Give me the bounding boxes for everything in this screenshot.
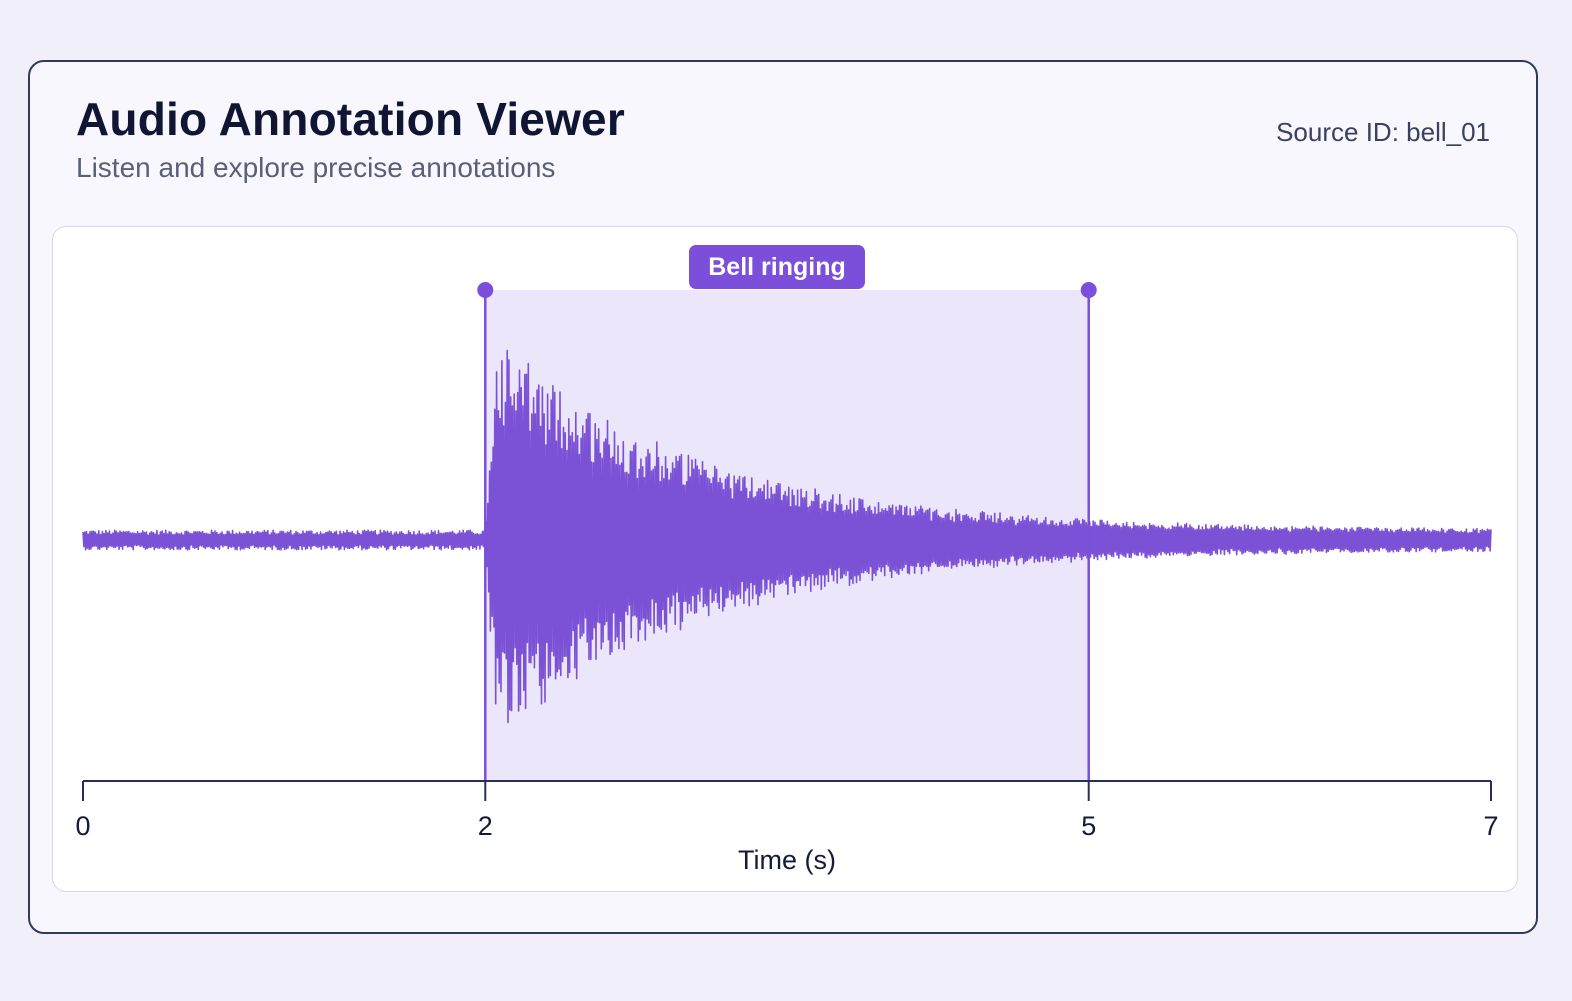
annotation-label-badge[interactable] [689,245,865,289]
annotation-start-handle[interactable] [477,282,494,298]
waveform-line [82,349,1492,724]
waveform-panel[interactable]: Bell ringing 0 2 5 7 Time (s) [52,226,1518,892]
time-axis-label: Time (s) [738,845,836,875]
source-id-label: Source ID: bell_01 [1276,117,1490,147]
time-tick-label: 2 [478,811,493,841]
annotation-end-handle[interactable] [1080,282,1097,298]
page-title: Audio Annotation Viewer [76,93,625,145]
viewer-card: Audio Annotation Viewer Listen and explo… [28,60,1538,934]
time-tick-label: 0 [75,811,90,841]
page-subtitle: Listen and explore precise annotations [76,152,556,183]
annotation-label-text: Bell ringing [708,253,846,281]
time-tick-label: 7 [1483,811,1498,841]
waveform-chart[interactable]: Bell ringing 0 2 5 7 Time (s) [53,227,1518,892]
time-tick-label: 5 [1081,811,1096,841]
